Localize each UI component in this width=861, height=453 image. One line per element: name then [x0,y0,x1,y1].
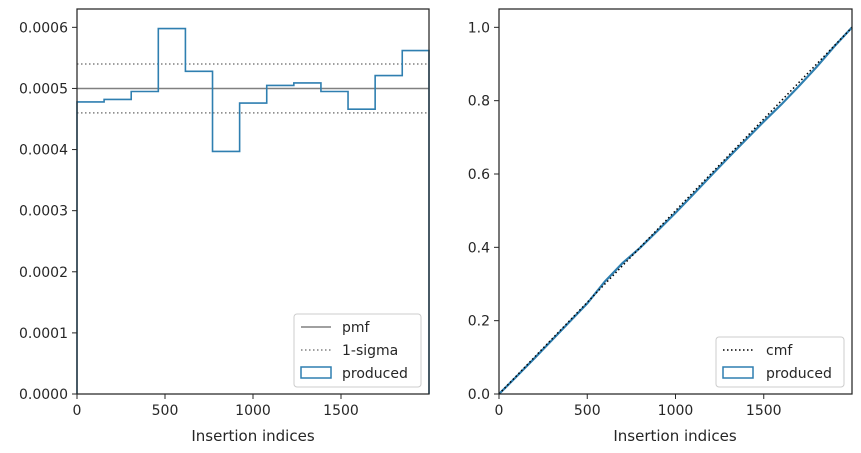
legend-produced-label-right: produced [766,366,832,382]
right-chart: 0 500 1000 1500 0.0 0.2 0.4 0.6 0.8 1.0 Insertio… [468,8,853,445]
right-x-tick-label: 1000 [658,403,694,419]
right-y-ticks: 0.0 0.2 0.4 0.6 0.8 1.0 [468,20,499,403]
left-y-tick-label: 0.0001 [19,326,68,342]
left-y-tick-label: 0.0006 [19,20,68,36]
legend-pmf-label: pmf [342,320,371,336]
left-legend: pmf 1-sigma produced [293,313,422,388]
left-y-tick-label: 0.0003 [19,204,68,220]
produced-cumulative-line [498,26,853,395]
left-y-ticks: 0.0000 0.0001 0.0002 0.0003 0.0004 0.0005 0.00… [19,20,77,403]
legend-produced-label: produced [342,366,408,382]
left-x-axis-label: Insertion indices [191,427,314,445]
left-x-tick-label: 0 [73,403,82,419]
left-y-tick-label: 0.0000 [19,387,68,403]
right-y-tick-label: 1.0 [468,20,490,36]
left-x-tick-label: 1000 [235,403,271,419]
right-y-tick-label: 0.2 [468,314,490,330]
right-y-tick-label: 0.0 [468,387,490,403]
right-x-axis-label: Insertion indices [613,427,736,445]
left-x-tick-label: 1500 [323,403,359,419]
right-axes-frame [498,8,853,395]
right-x-ticks: 0 500 1000 1500 [495,394,782,419]
right-x-tick-label: 500 [574,403,601,419]
left-x-tick-label: 500 [152,403,179,419]
legend-produced-swatch-right [722,366,754,379]
right-legend: cmf produced [715,336,845,388]
right-plot-content [498,26,853,395]
legend-cmf-label: cmf [766,343,793,359]
right-y-tick-label: 0.4 [468,240,490,256]
right-x-tick-label: 1500 [746,403,782,419]
legend-1-sigma-label: 1-sigma [342,343,398,359]
left-x-ticks: 0 500 1000 1500 [73,394,359,419]
right-y-tick-label: 0.6 [468,167,490,183]
left-chart: 0 500 1000 1500 0.00000.00010.00020.00030.0… [19,8,430,445]
left-y-tick-label: 0.0004 [19,143,68,159]
left-y-tick-label: 0.0005 [19,81,68,97]
produced-histogram-step [76,27,430,394]
right-y-tick-label: 0.8 [468,94,490,110]
left-plot-content [76,27,430,394]
left-y-tick-label: 0.0002 [19,265,68,281]
legend-produced-swatch [300,366,332,379]
right-x-tick-label: 0 [495,403,504,419]
left-legend-box [293,313,422,388]
cmf-line [498,26,853,395]
